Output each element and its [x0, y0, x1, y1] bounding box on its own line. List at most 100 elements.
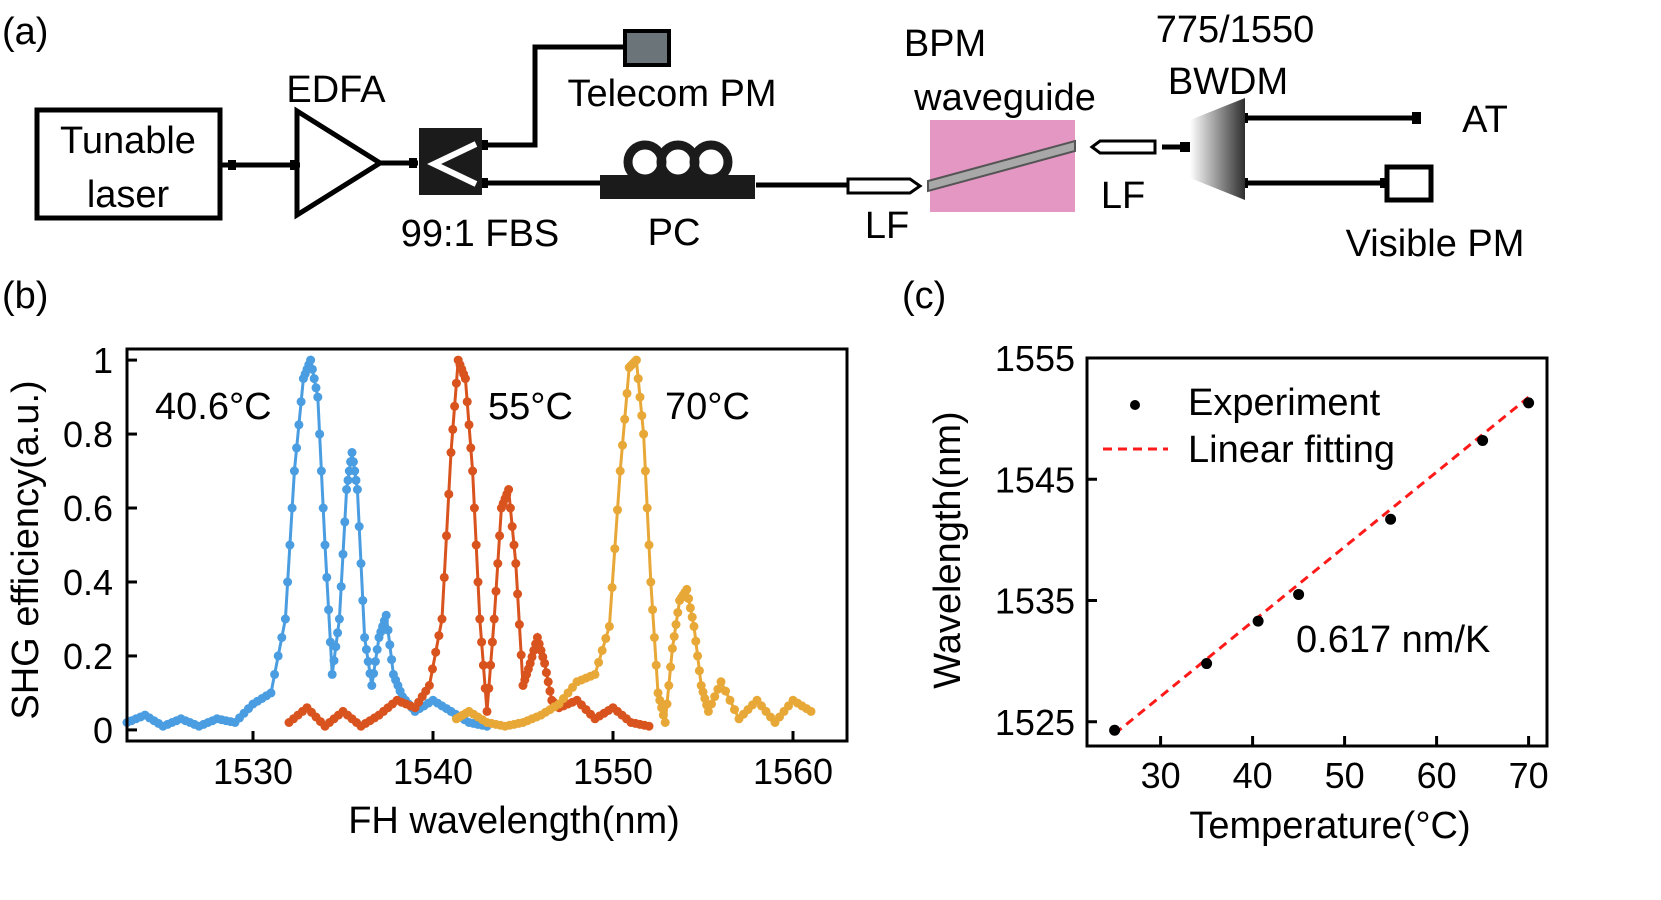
data-point: [514, 620, 524, 629]
data-point: [491, 586, 501, 596]
data-point: [306, 355, 316, 365]
tuning-chart: (c) 30 40 50 60 70 1525 1535 1545 1555 Experimen…: [902, 275, 1549, 847]
bwdm-label: BWDM: [1168, 61, 1288, 103]
data-point: [450, 401, 460, 411]
x-axis-label: FH wavelength(nm): [348, 800, 680, 842]
data-point: [464, 420, 474, 430]
data-point: [324, 605, 334, 615]
data-point: [370, 657, 380, 666]
data-point: [662, 699, 672, 709]
experiment-point: [1109, 724, 1121, 736]
lf-output-label: LF: [1101, 175, 1145, 217]
data-point: [316, 466, 326, 476]
plot-frame: [1085, 356, 1549, 748]
tuning-data-group: [1109, 396, 1535, 736]
data-point: [707, 699, 716, 709]
data-point: [434, 631, 444, 641]
x-tick-label: 30: [1141, 755, 1181, 796]
data-point: [642, 503, 652, 513]
data-point: [482, 706, 492, 716]
data-point: [487, 637, 497, 647]
data-point: [446, 448, 456, 457]
data-point: [342, 485, 352, 494]
data-point: [489, 614, 499, 624]
data-point: [640, 466, 650, 476]
series-40-6-c: [122, 354, 492, 731]
y-tick-label: 1555: [995, 338, 1075, 379]
data-point: [666, 662, 676, 672]
data-point: [318, 503, 328, 513]
data-point: [424, 681, 434, 690]
bpm-label: BPM: [904, 23, 986, 65]
data-point: [385, 640, 395, 650]
data-point: [691, 636, 701, 646]
x-tick-label: 70: [1509, 755, 1549, 796]
data-point: [664, 681, 674, 690]
data-point: [333, 628, 343, 638]
lensed-fiber-output: [1089, 139, 1157, 155]
panel-label-b: (b): [2, 275, 48, 317]
y-axis-label: Wavelength(nm): [927, 411, 969, 688]
data-point: [340, 517, 350, 527]
experiment-point: [1523, 397, 1535, 409]
shg-chart: (b) 1530 1540 1550 1560 0 0.2 0.4 0.6 0.8 1 40.6°…: [2, 275, 849, 842]
data-point: [351, 475, 361, 485]
data-point: [507, 522, 517, 531]
data-point: [631, 355, 641, 365]
data-point: [311, 383, 321, 393]
bwdm-splitter: [1190, 98, 1245, 200]
data-point: [437, 614, 447, 624]
data-point: [352, 485, 362, 494]
axis-ticks: 30 40 50 60 70 1525 1535 1545 1555: [995, 338, 1549, 796]
y-tick-label: 0: [93, 710, 113, 751]
legend-marker-experiment: [1130, 400, 1140, 410]
data-point: [277, 633, 287, 642]
slope-annotation: 0.617 nm/K: [1296, 619, 1490, 661]
data-point: [689, 621, 699, 631]
data-point: [350, 466, 360, 476]
data-point: [545, 686, 555, 696]
data-point: [428, 664, 437, 674]
y-tick-label: 1535: [995, 581, 1075, 622]
data-point: [493, 559, 503, 568]
x-tick-label: 40: [1233, 755, 1273, 796]
legend-linear-fitting: Linear fitting: [1188, 429, 1395, 471]
data-point: [292, 443, 302, 453]
plot-frame: [125, 347, 849, 743]
data-point: [363, 657, 373, 666]
x-tick-label: 50: [1325, 755, 1365, 796]
bpm-label: waveguide: [913, 77, 1096, 119]
data-point: [682, 584, 692, 594]
data-point: [320, 540, 330, 550]
data-point: [358, 596, 368, 605]
lf-input-label: LF: [865, 205, 909, 247]
data-point: [442, 531, 451, 541]
data-point: [343, 475, 353, 485]
data-point: [285, 540, 295, 550]
data-point: [607, 583, 617, 592]
data-point: [296, 397, 306, 407]
data-point: [283, 577, 293, 587]
data-point: [635, 392, 645, 402]
bwdm-label: 775/1550: [1156, 9, 1315, 51]
data-point: [622, 388, 632, 398]
data-point: [685, 603, 695, 613]
data-point: [658, 710, 668, 720]
data-point: [806, 706, 816, 716]
data-point: [637, 411, 647, 421]
y-tick-label: 1545: [995, 459, 1075, 500]
visible-power-meter: [1384, 164, 1434, 203]
data-point: [360, 633, 370, 642]
x-tick-label: 1540: [393, 751, 473, 792]
data-point: [361, 645, 371, 654]
data-point: [653, 688, 663, 698]
annotation-70c: 70°C: [665, 386, 750, 428]
data-point: [615, 466, 625, 476]
data-point: [313, 392, 323, 402]
data-point: [478, 660, 488, 670]
data-point: [504, 485, 514, 494]
data-point: [439, 572, 449, 582]
y-tick-label: 0.8: [63, 414, 113, 455]
data-point: [687, 612, 697, 622]
data-point: [322, 572, 332, 582]
